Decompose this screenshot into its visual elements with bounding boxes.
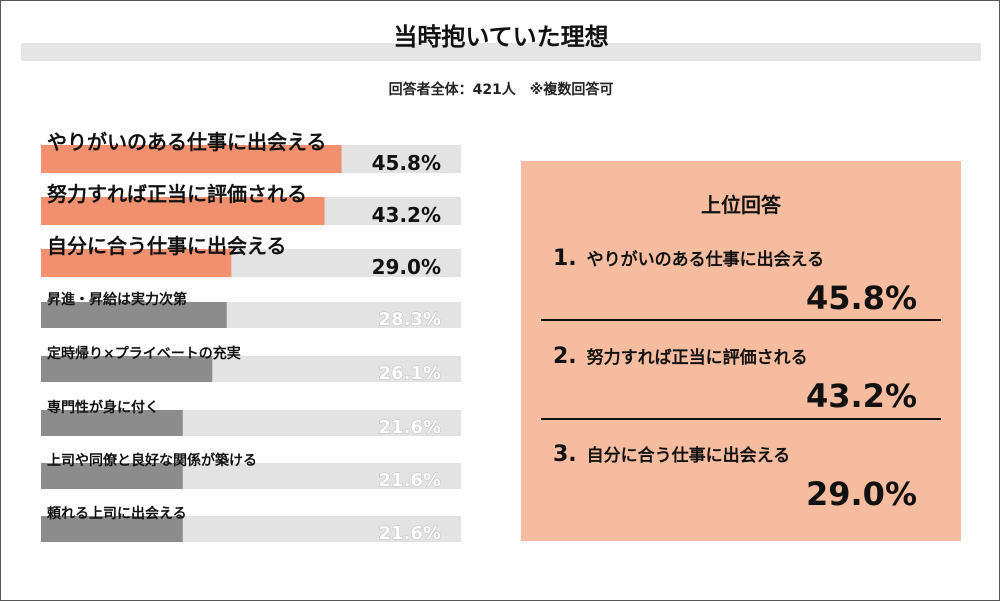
top-answer-3-rank: 3. (553, 442, 577, 467)
top-answer-1-text: やりがいのある仕事に出会える (586, 250, 825, 270)
bar-value-label-3: 29.0% (372, 255, 441, 279)
bar-value-label-2: 43.2% (372, 203, 441, 227)
bar-label-7: 上司や同僚と良好な関係が築ける (47, 452, 257, 469)
bar-3 (41, 249, 232, 277)
bar-7 (41, 463, 183, 489)
top-answer-1-rank: 1. (553, 246, 577, 271)
top-answer-1-label: 1. やりがいのある仕事に出会える (553, 245, 824, 271)
top-answer-3-label: 3. 自分に合う仕事に出会える (553, 441, 790, 467)
top-answer-1: 1. やりがいのある仕事に出会える 45.8% (521, 245, 961, 343)
top-answer-divider-2 (541, 418, 941, 420)
top-answer-3-value: 29.0% (805, 475, 917, 513)
bar-value-label-6: 21.6% (379, 417, 441, 438)
top-answer-2-text: 努力すれば正当に評価される (586, 348, 808, 368)
top-answer-3: 3. 自分に合う仕事に出会える 29.0% (521, 441, 961, 539)
title-band (21, 43, 981, 61)
bar-value-label-5: 26.1% (379, 363, 441, 384)
top-answer-2: 2. 努力すれば正当に評価される 43.2% (521, 343, 961, 441)
chart-title: 当時抱いていた理想 (393, 23, 609, 51)
top-answers-heading: 上位回答 (701, 193, 781, 217)
top-answer-2-value: 43.2% (805, 377, 917, 415)
bar-label-1: やりがいのある仕事に出会える (47, 130, 326, 154)
top-answer-2-rank: 2. (553, 344, 577, 369)
chart-subtitle: 回答者全体：421人 ※複数回答可 (388, 82, 614, 98)
bar-value-label-7: 21.6% (379, 470, 441, 491)
bar-label-4: 昇進・昇給は実力次第 (47, 291, 187, 308)
top-answer-1-value: 45.8% (805, 279, 917, 317)
bar-label-6: 専門性が身に付く (47, 399, 159, 416)
bar-value-label-4: 28.3% (379, 309, 441, 330)
bar-1 (41, 145, 342, 173)
bar-value-label-1: 45.8% (372, 151, 441, 175)
bar-label-8: 頼れる上司に出会える (47, 505, 187, 522)
top-answer-2-label: 2. 努力すれば正当に評価される (553, 343, 808, 369)
bar-2 (41, 197, 325, 225)
bar-8 (41, 516, 183, 542)
bar-label-2: 努力すれば正当に評価される (47, 182, 307, 206)
bar-6 (41, 410, 183, 436)
bar-5 (41, 356, 213, 382)
top-answer-3-text: 自分に合う仕事に出会える (586, 446, 791, 466)
top-answer-divider-1 (541, 319, 941, 321)
bar-4 (41, 302, 227, 328)
bar-label-5: 定時帰り×プライベートの充実 (47, 345, 241, 362)
bar-value-label-8: 21.6% (379, 523, 441, 544)
top-answers-panel: 上位回答 1. やりがいのある仕事に出会える 45.8% 2. 努力すれば正当に評価… (521, 161, 961, 541)
bar-label-3: 自分に合う仕事に出会える (47, 234, 286, 258)
